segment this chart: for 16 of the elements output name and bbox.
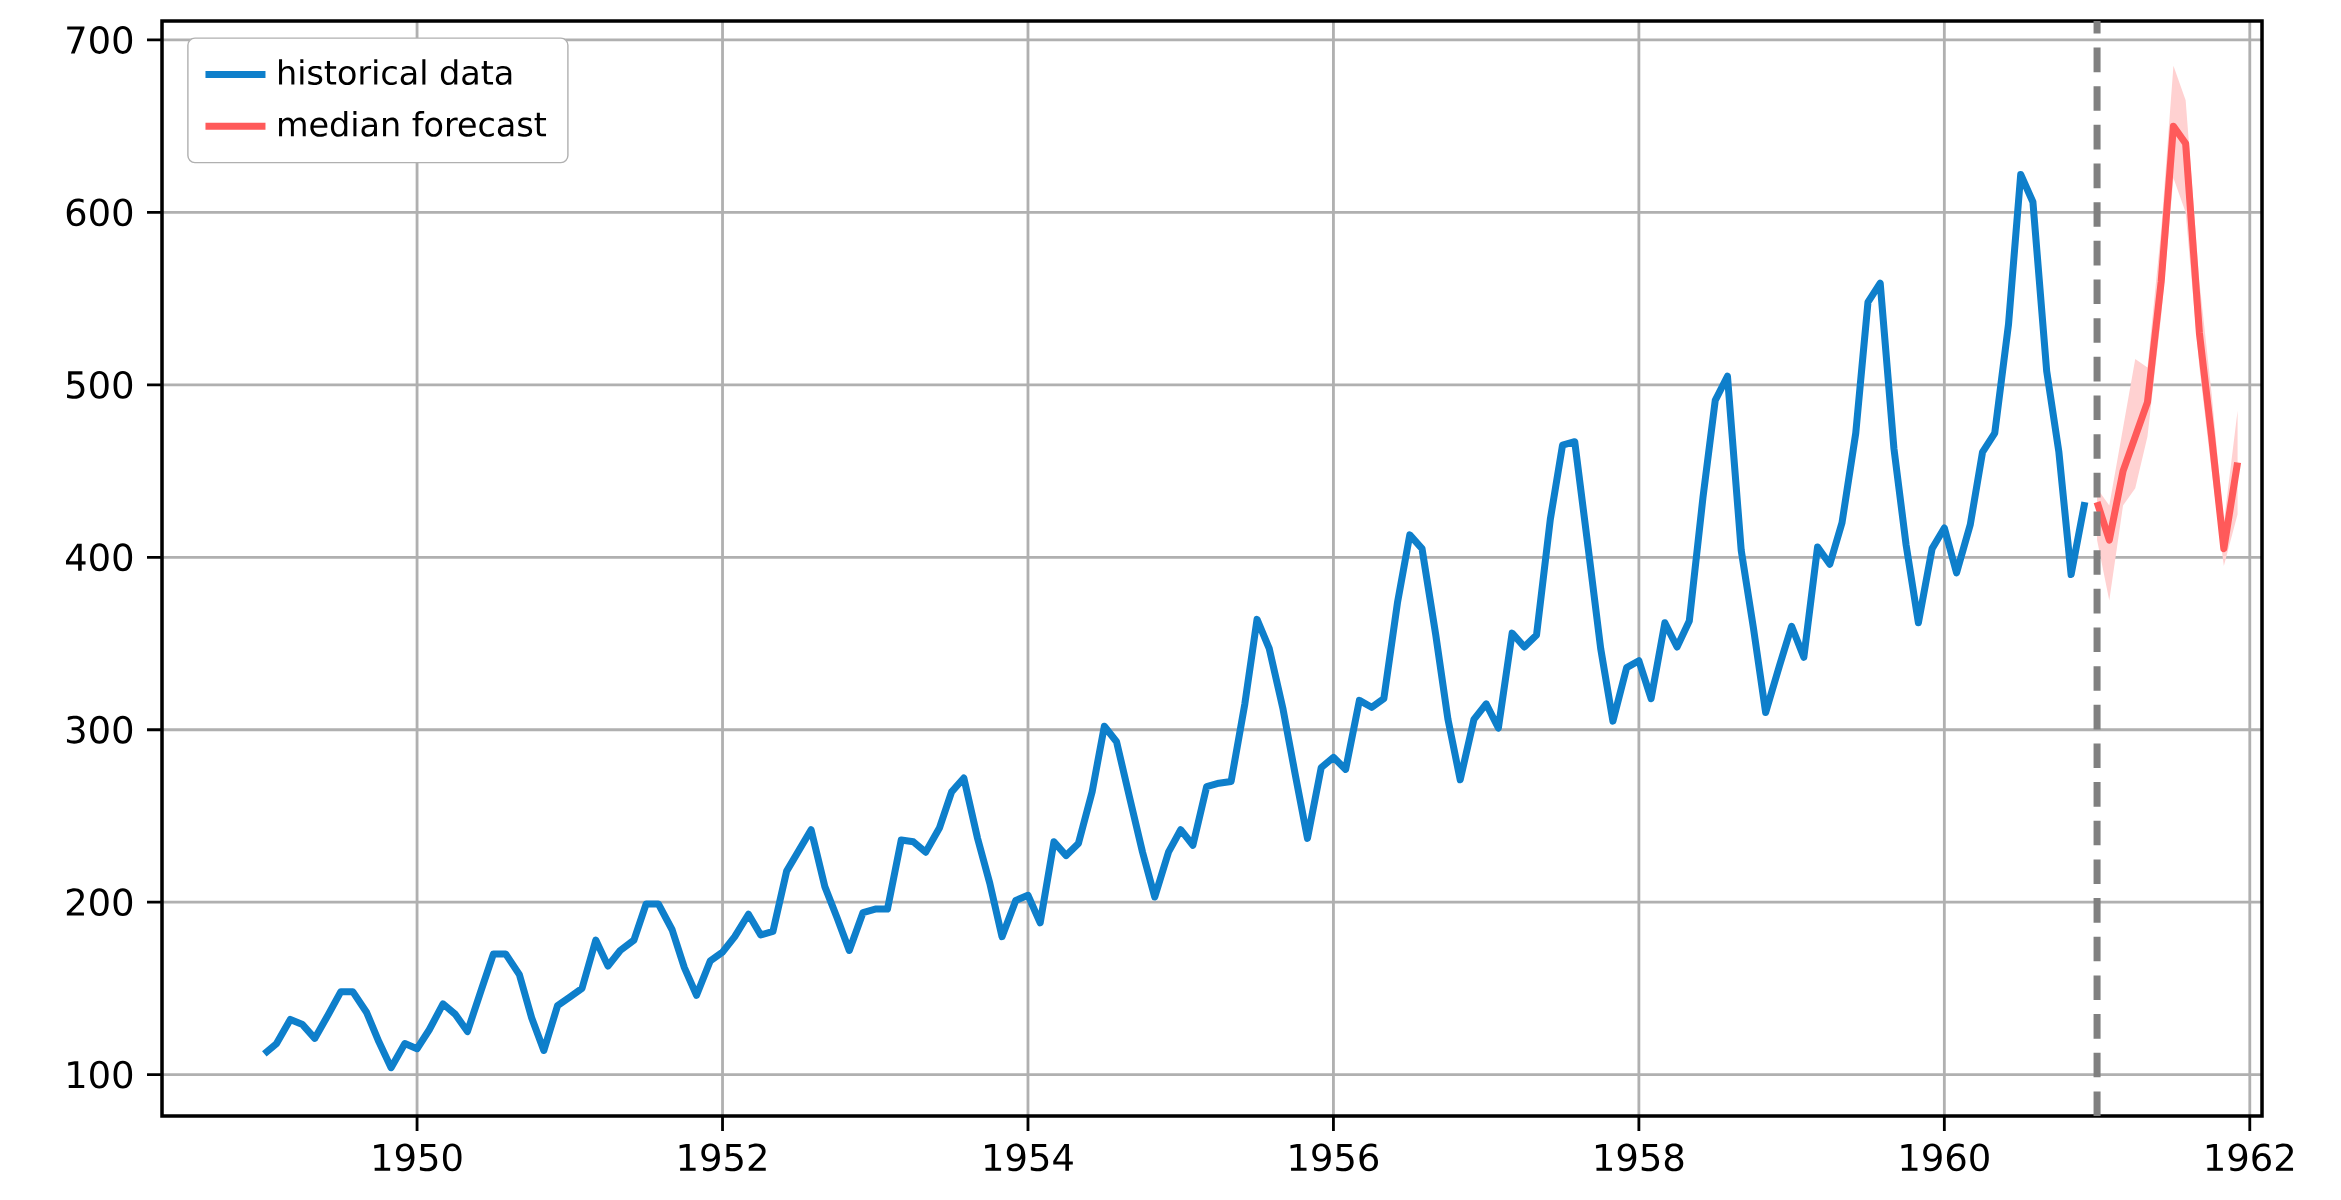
y-tick-label: 300 bbox=[66, 715, 133, 744]
legend-label: median forecast bbox=[279, 110, 547, 137]
y-tick-label: 500 bbox=[67, 370, 133, 399]
y-tick-label: 100 bbox=[68, 1060, 133, 1089]
x-tick-label: 1962 bbox=[2206, 1143, 2294, 1172]
x-tick-label: 1952 bbox=[679, 1143, 766, 1172]
y-tick-label: 400 bbox=[65, 543, 133, 572]
x-tick-label: 1958 bbox=[1595, 1143, 1684, 1172]
y-tick-label: 200 bbox=[66, 888, 133, 917]
y-tick-label: 700 bbox=[67, 25, 133, 54]
x-tick-label: 1960 bbox=[1901, 1143, 1989, 1172]
y-tick-label: 600 bbox=[66, 198, 133, 227]
x-tick-label: 1954 bbox=[985, 1143, 1073, 1172]
legend-label: historical data bbox=[279, 59, 512, 86]
x-tick-label: 1950 bbox=[374, 1143, 462, 1172]
x-tick-label: 1956 bbox=[1290, 1143, 1378, 1172]
